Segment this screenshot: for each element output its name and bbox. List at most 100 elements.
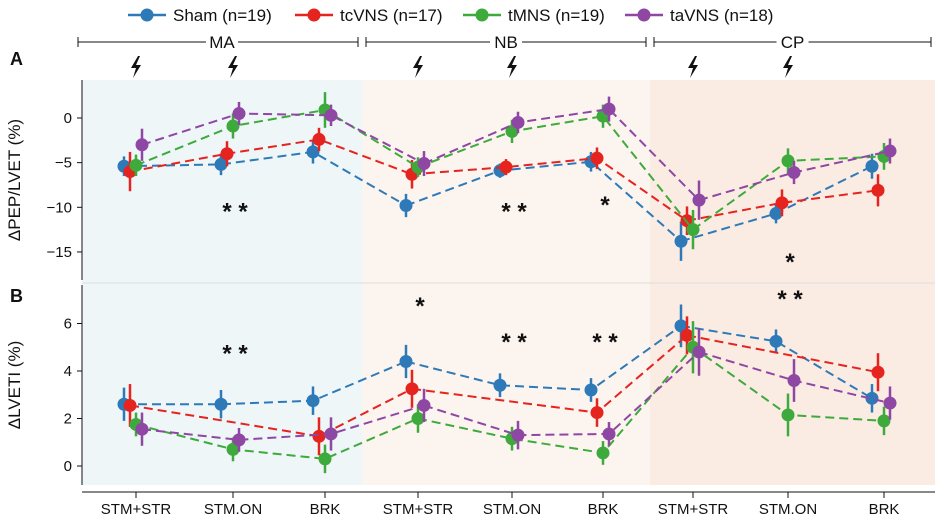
series-line: [680, 324, 873, 400]
data-point: [769, 207, 783, 221]
legend-label: taVNS (n=18): [670, 6, 773, 25]
series-line: [423, 108, 700, 201]
data-point: [674, 319, 688, 333]
bolt-shape: [228, 56, 238, 78]
series-1: [117, 304, 879, 421]
bolt-shape: [783, 56, 793, 78]
x-tick-label: BRK: [310, 501, 341, 518]
significance-marker: *: [600, 192, 610, 219]
legend-marker: [140, 8, 154, 22]
x-axis: STM+STR STM.ON BRK STM+STR STM.ON BRK STM+STR S…: [82, 491, 935, 518]
lightning-bolt-icon: [413, 56, 423, 78]
panel-a: A 0 −5 −10 −15 ΔPEP/LVET (%) * * * * * *: [5, 49, 897, 280]
significance-marker: * *: [592, 329, 618, 356]
data-point: [511, 428, 525, 442]
bolt-shape: [131, 56, 141, 78]
x-tick-label: BRK: [588, 501, 619, 518]
series-line: [405, 160, 682, 242]
legend-marker: [307, 8, 321, 22]
x-tick-label: BRK: [869, 501, 900, 518]
data-point: [877, 414, 891, 428]
y-tick-label: 2: [64, 411, 72, 428]
lightning-bolt-icon: [688, 56, 698, 78]
data-point: [871, 365, 885, 379]
significance-marker: *: [785, 249, 795, 276]
series-line: [686, 189, 879, 222]
data-point: [686, 223, 700, 237]
bracket-label-bg: [776, 32, 809, 52]
legend-label: tMNS (n=19): [508, 6, 605, 25]
data-point: [883, 396, 897, 410]
x-tick-label: STM+STR: [658, 501, 729, 518]
data-point: [680, 328, 694, 342]
data-point: [220, 147, 234, 161]
data-point: [135, 138, 149, 152]
series-line: [123, 150, 407, 207]
data-point: [123, 398, 137, 412]
data-point: [865, 159, 879, 173]
data-point: [324, 427, 338, 441]
data-point: [674, 234, 688, 248]
series-line: [124, 360, 407, 406]
legend-item: tcVNS (n=17): [295, 6, 443, 25]
data-point: [781, 154, 795, 168]
data-point: [602, 102, 616, 116]
data-point: [584, 383, 598, 397]
bracket-label-bg: [490, 32, 522, 52]
data-point: [232, 107, 246, 121]
legend-item: taVNS (n=18): [625, 6, 773, 25]
x-tick-label: STM.ON: [483, 501, 541, 518]
data-point: [129, 158, 143, 172]
legend-label: Sham (n=19): [173, 6, 272, 25]
y-tick-label: −5: [55, 155, 72, 172]
bolt-shape: [688, 56, 698, 78]
data-point: [511, 115, 525, 129]
lightning-bolt-icon: [507, 56, 517, 78]
series-2: [123, 127, 885, 235]
data-point: [312, 132, 326, 146]
data-point: [692, 345, 706, 359]
phase-label: MA: [209, 33, 235, 52]
data-point: [226, 119, 240, 133]
legend-label: tcVNS (n=17): [340, 6, 443, 25]
stimulation-markers: [131, 56, 793, 78]
y-axis-label: ΔLVETI (%): [5, 341, 24, 430]
data-point: [871, 183, 885, 197]
data-point: [499, 160, 513, 174]
x-tick-label: STM.ON: [204, 501, 262, 518]
series-line: [686, 334, 879, 374]
significance-marker: * *: [501, 198, 527, 225]
data-point: [417, 398, 431, 412]
data-point: [324, 108, 338, 122]
panel-b: B 0 2 4 6 ΔLVETI (%) * * * * * * * * *: [5, 285, 897, 485]
phase-bracket-ma: MA: [77, 32, 359, 52]
data-point: [399, 355, 413, 368]
lightning-bolt-icon: [228, 56, 238, 78]
phase-label: CP: [781, 33, 805, 52]
data-point: [883, 144, 897, 158]
data-point: [590, 151, 604, 165]
data-point: [596, 446, 610, 460]
series-3: [129, 321, 891, 474]
data-point: [493, 378, 507, 392]
data-point: [787, 165, 801, 179]
lightning-bolt-icon: [783, 56, 793, 78]
y-tick-label: 0: [64, 458, 72, 475]
significance-marker: *: [415, 293, 425, 320]
data-point: [399, 199, 413, 213]
legend-item: tMNS (n=19): [463, 6, 605, 25]
phase-bracket-cp: CP: [653, 32, 932, 52]
significance-marker: * *: [501, 329, 527, 356]
data-point: [865, 391, 879, 405]
data-point: [602, 427, 616, 441]
data-point: [306, 145, 320, 159]
x-tick-label: STM.ON: [759, 501, 817, 518]
x-tick-label: STM+STR: [383, 501, 454, 518]
data-point: [318, 452, 332, 466]
phase-backgrounds: [82, 80, 935, 485]
data-point: [214, 397, 228, 411]
legend: Sham (n=19) tcVNS (n=17) tMNS (n=19) taVNS …: [128, 6, 773, 25]
data-point: [135, 422, 149, 436]
phase-bracket-nb: NB: [365, 32, 647, 52]
